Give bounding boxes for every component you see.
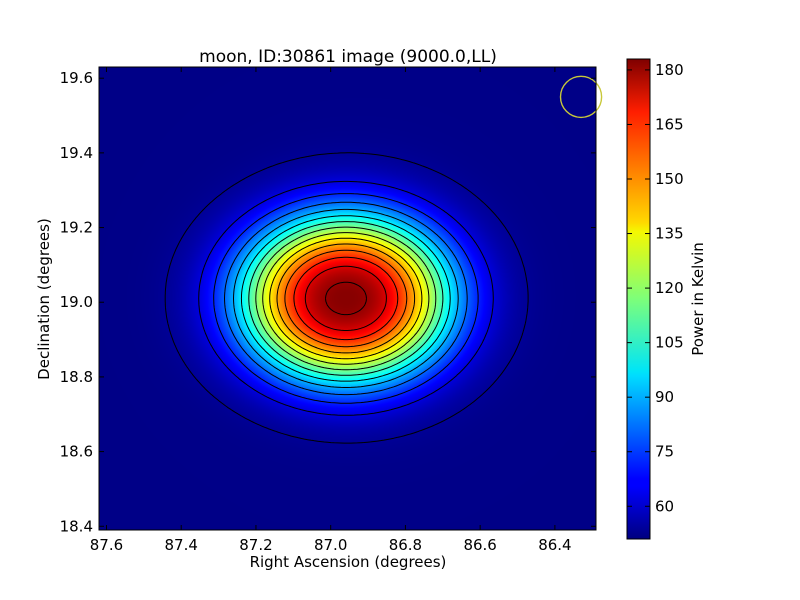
y-tick-label: 18.4 xyxy=(60,517,93,535)
contour-line-7 xyxy=(255,226,437,371)
x-axis: 87.6 87.4 87.2 87.0 86.8 86.6 86.4 xyxy=(90,67,572,554)
heatmap-image xyxy=(99,67,596,530)
y-tick-label: 19.6 xyxy=(60,69,93,87)
contour-line-11 xyxy=(284,249,408,348)
y-tick-label: 19.2 xyxy=(60,219,93,237)
beam-marker-circle xyxy=(559,75,603,119)
contour-line-9 xyxy=(269,237,423,360)
contour-line-1 xyxy=(198,180,494,416)
x-tick-label: 86.6 xyxy=(463,536,496,554)
colorbar-tick-label: 120 xyxy=(655,279,684,297)
contour-line-2 xyxy=(213,193,479,404)
x-tick-label: 86.4 xyxy=(538,536,571,554)
chart-title: moon, ID:30861 image (9000.0,LL) xyxy=(199,47,497,67)
contour-line-13 xyxy=(304,265,387,331)
y-axis-label: Declination (degrees) xyxy=(35,218,53,380)
x-tick-label: 87.0 xyxy=(314,536,347,554)
contour-line-10 xyxy=(276,243,416,354)
contour-line-6 xyxy=(248,221,444,376)
contour-line-3 xyxy=(224,201,468,396)
colorbar-tick-label: 75 xyxy=(655,443,674,461)
colorbar-label: Power in Kelvin xyxy=(689,242,707,356)
contour-line-14 xyxy=(325,281,367,316)
colorbar: 60 75 90 105 120 135 150 165 180 Power in Kelvin xyxy=(626,58,707,540)
contour-line-0 xyxy=(164,152,529,444)
y-axis: 18.4 18.6 18.8 19.0 19.2 19.4 19.6 xyxy=(60,69,596,535)
y-tick-label: 19.0 xyxy=(60,293,93,311)
plot-frame xyxy=(98,66,597,531)
y-tick-label: 19.4 xyxy=(60,144,93,162)
x-tick-label: 86.8 xyxy=(389,536,422,554)
contour-line-5 xyxy=(240,215,451,382)
x-tick-label: 87.4 xyxy=(165,536,198,554)
colorbar-tick-label: 90 xyxy=(655,388,674,406)
x-tick-label: 87.6 xyxy=(90,536,123,554)
heatmap-plot-area xyxy=(98,66,603,531)
colorbar-ticks: 60 75 90 105 120 135 150 165 180 xyxy=(627,61,684,515)
x-axis-label: Right Ascension (degrees) xyxy=(250,553,447,571)
x-tick-label: 87.2 xyxy=(239,536,272,554)
colorbar-tick-label: 135 xyxy=(655,225,684,243)
contour-line-8 xyxy=(262,232,430,365)
colorbar-gradient xyxy=(626,58,651,540)
contour-line-12 xyxy=(293,256,399,341)
colorbar-tick-label: 60 xyxy=(655,497,674,515)
y-tick-label: 18.6 xyxy=(60,443,93,461)
colorbar-tick-label: 150 xyxy=(655,170,684,188)
colorbar-tick-label: 180 xyxy=(655,61,684,79)
y-tick-label: 18.8 xyxy=(60,368,93,386)
contour-lines xyxy=(164,152,529,444)
contour-line-4 xyxy=(233,208,459,388)
colorbar-tick-label: 105 xyxy=(655,334,684,352)
colorbar-tick-label: 165 xyxy=(655,115,684,133)
